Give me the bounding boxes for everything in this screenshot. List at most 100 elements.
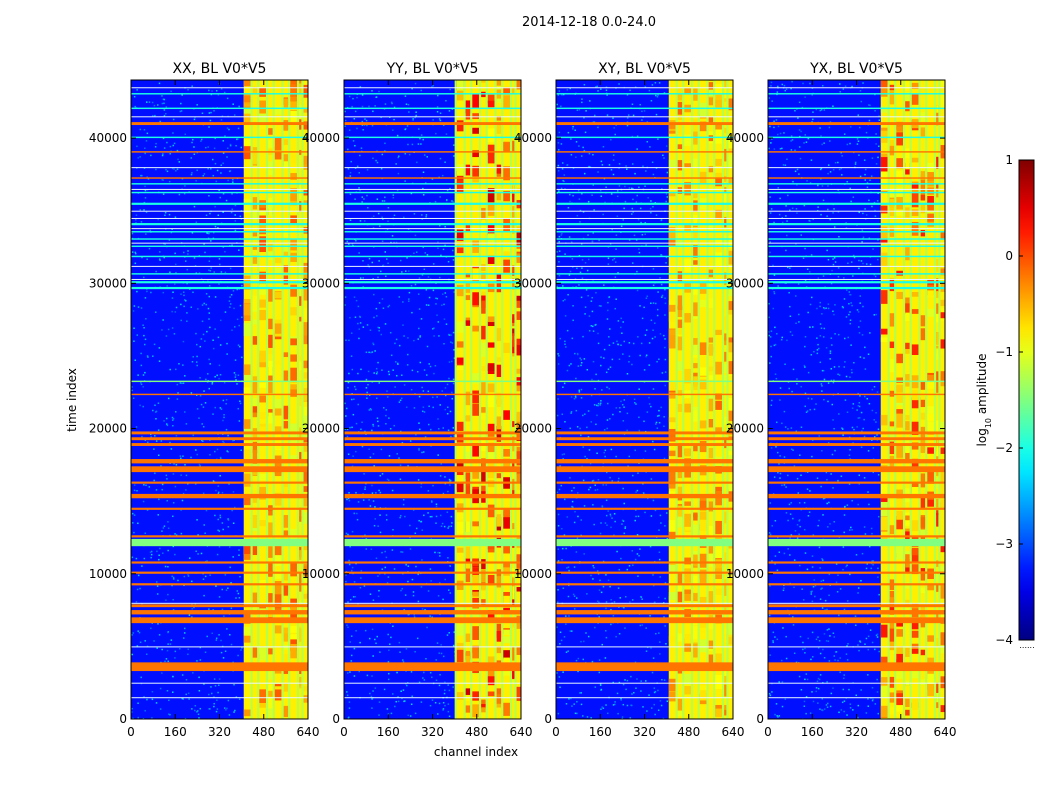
noise-speck — [811, 656, 814, 658]
noise-speck — [799, 635, 802, 638]
noise-speck — [428, 296, 431, 299]
noise-speck — [444, 387, 447, 389]
noise-speck — [837, 276, 840, 278]
noise-speck — [631, 693, 633, 695]
rfi-blotch — [283, 573, 289, 581]
noise-speck — [195, 394, 198, 396]
noise-speck — [602, 484, 604, 486]
noise-speck — [645, 680, 647, 682]
noise-speck — [416, 370, 419, 373]
rfi-blotch — [252, 411, 258, 418]
noise-speck — [387, 206, 390, 209]
noise-speck — [594, 388, 596, 390]
noise-speck — [591, 241, 594, 243]
noise-speck — [878, 515, 880, 518]
noise-speck — [187, 89, 189, 91]
rfi-blotch — [724, 337, 727, 346]
noise-speck — [821, 390, 823, 392]
noise-speck — [381, 216, 383, 219]
noise-speck — [874, 435, 876, 438]
noise-speck — [569, 427, 571, 430]
rfi-blotch — [259, 122, 266, 130]
rfi-blotch — [693, 244, 698, 258]
noise-speck — [198, 272, 201, 274]
noise-speck — [776, 638, 779, 641]
noise-speck — [219, 373, 222, 376]
noise-speck — [778, 681, 780, 683]
noise-speck — [868, 402, 871, 405]
noise-speck — [201, 423, 203, 425]
rfi-blotch — [465, 568, 471, 583]
flagged-row — [131, 380, 308, 383]
rfi-blotch — [693, 625, 698, 640]
noise-speck — [860, 411, 863, 414]
y-tick-label: 10000 — [302, 567, 340, 581]
noise-speck — [218, 189, 220, 192]
noise-speck — [656, 314, 659, 317]
noise-speck — [437, 454, 439, 456]
noise-speck — [832, 381, 835, 384]
noise-speck — [582, 715, 584, 717]
noise-speck — [212, 413, 214, 415]
noise-speck — [859, 356, 862, 358]
noise-speck — [351, 105, 353, 108]
noise-speck — [772, 264, 774, 267]
noise-speck — [449, 410, 452, 413]
noise-speck — [566, 567, 568, 569]
noise-speck — [179, 382, 182, 384]
noise-speck — [779, 472, 782, 475]
noise-speck — [192, 138, 194, 141]
noise-speck — [843, 133, 846, 135]
rfi-blotch — [693, 384, 698, 391]
noise-speck — [575, 597, 578, 599]
noise-speck — [181, 697, 184, 700]
noise-speck — [806, 268, 809, 270]
noise-speck — [157, 454, 160, 457]
rfi-blotch — [724, 705, 727, 710]
noise-speck — [579, 209, 582, 212]
noise-speck — [447, 406, 449, 409]
noise-speck — [157, 623, 159, 625]
noise-speck — [377, 326, 379, 329]
rfi-blotch — [668, 450, 676, 457]
noise-speck — [821, 143, 823, 146]
noise-speck — [655, 421, 658, 424]
noise-speck — [423, 154, 426, 156]
noise-speck — [581, 98, 583, 100]
noise-speck — [388, 649, 390, 652]
noise-speck — [356, 165, 359, 168]
noise-speck — [570, 697, 572, 700]
noise-speck — [207, 167, 209, 170]
noise-speck — [562, 587, 565, 589]
noise-speck — [871, 409, 874, 412]
noise-speck — [226, 97, 229, 100]
flagged-row — [131, 617, 308, 624]
rfi-blotch — [268, 696, 273, 709]
noise-speck — [433, 372, 435, 375]
noise-speck — [615, 248, 617, 250]
noise-speck — [372, 655, 374, 657]
rfi-blotch — [303, 334, 308, 345]
noise-speck — [371, 124, 374, 127]
noise-speck — [587, 410, 590, 412]
rfi-blotch — [243, 626, 251, 636]
noise-speck — [833, 655, 836, 657]
noise-speck — [182, 364, 184, 366]
noise-speck — [769, 362, 771, 364]
flagged-row — [344, 202, 521, 205]
noise-speck — [796, 524, 799, 526]
noise-speck — [207, 237, 210, 239]
rfi-blotch — [724, 363, 727, 374]
noise-speck — [773, 120, 775, 123]
noise-speck — [619, 597, 622, 599]
blank-row — [344, 217, 521, 219]
noise-speck — [826, 249, 828, 252]
noise-speck — [833, 226, 836, 228]
noise-speck — [569, 270, 572, 273]
noise-speck — [592, 153, 594, 156]
noise-speck — [382, 218, 384, 221]
rfi-blotch — [456, 365, 464, 371]
noise-speck — [586, 716, 589, 718]
noise-speck — [371, 492, 374, 494]
blank-row — [556, 646, 733, 648]
